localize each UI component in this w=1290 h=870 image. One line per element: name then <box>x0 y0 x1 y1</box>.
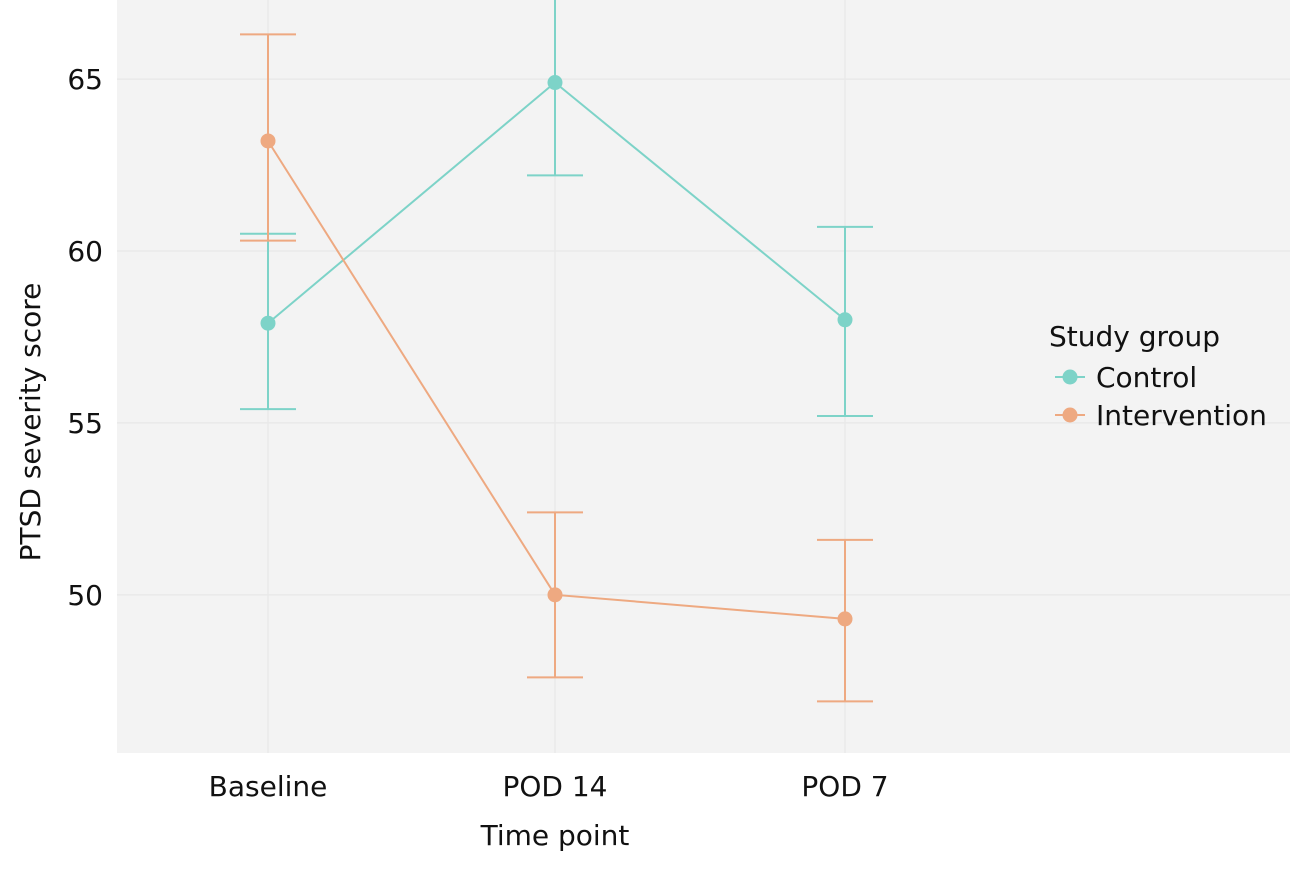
series-layer <box>240 0 873 703</box>
x-axis-title: Time point <box>480 819 630 852</box>
y-axis-ticks: 50 55 60 65 <box>67 63 103 612</box>
x-tick-label: POD 7 <box>801 770 888 803</box>
series-intervention <box>240 33 873 703</box>
y-tick-label: 55 <box>67 407 103 440</box>
y-tick-label: 65 <box>67 63 103 96</box>
data-point <box>837 312 853 328</box>
x-tick-label: POD 14 <box>502 770 607 803</box>
legend: Study group Control Intervention <box>1049 320 1267 432</box>
y-tick-label: 60 <box>67 235 103 268</box>
plot-panel <box>117 0 1290 753</box>
y-axis-title: PTSD severity score <box>14 283 47 562</box>
data-point <box>260 315 276 331</box>
data-point <box>547 75 563 91</box>
legend-key-marker <box>1062 407 1078 423</box>
legend-label-intervention: Intervention <box>1096 399 1267 432</box>
data-point <box>547 587 563 603</box>
legend-label-control: Control <box>1096 361 1197 394</box>
x-tick-label: Baseline <box>209 770 328 803</box>
y-tick-label: 50 <box>67 579 103 612</box>
data-point <box>837 611 853 627</box>
legend-title: Study group <box>1049 320 1220 353</box>
x-axis-ticks: Baseline POD 14 POD 7 <box>209 770 889 803</box>
legend-key-marker <box>1062 369 1078 385</box>
data-point <box>260 133 276 149</box>
series-control <box>240 0 873 418</box>
